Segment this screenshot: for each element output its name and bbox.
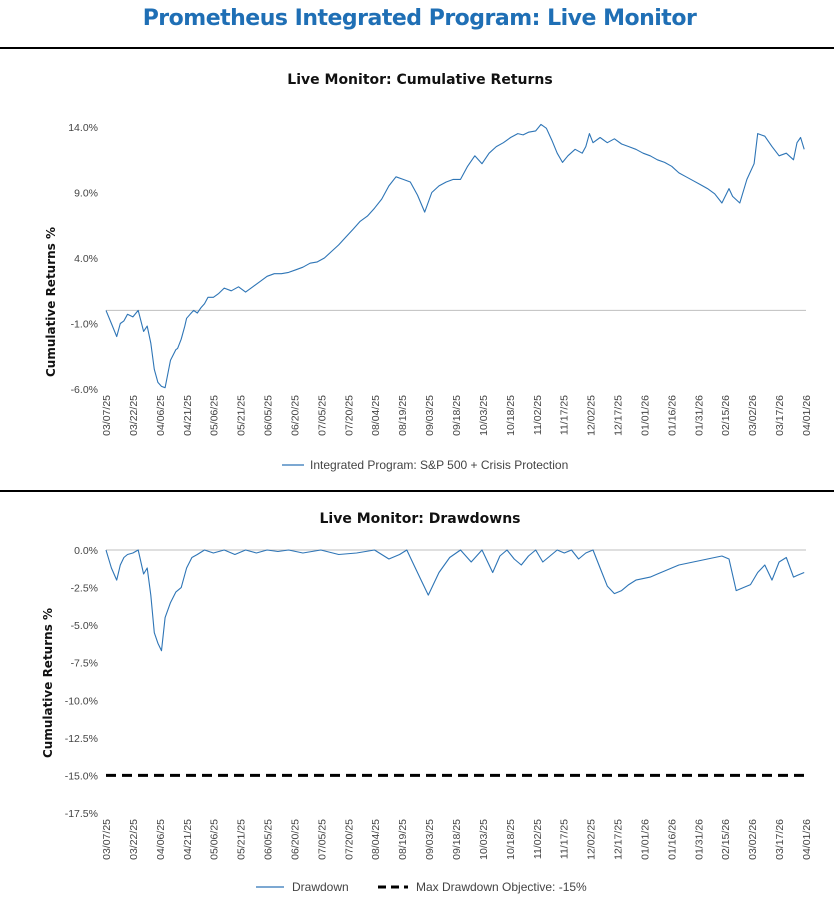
y-tick-label: -17.5% <box>65 808 98 820</box>
x-tick-label: 03/02/26 <box>747 819 759 860</box>
x-tick-label: 01/31/26 <box>693 819 705 860</box>
legend-label-objective: Max Drawdown Objective: -15% <box>416 880 587 894</box>
x-tick-label: 08/04/25 <box>370 395 382 436</box>
x-tick-label: 08/19/25 <box>397 819 409 860</box>
x-tick-label: 07/20/25 <box>343 819 355 860</box>
y-tick-label: -6.0% <box>71 384 98 396</box>
legend: Integrated Program: S&P 500 + Crisis Pro… <box>282 458 568 472</box>
y-tick-label: -2.5% <box>71 583 98 595</box>
y-axis-title: Cumulative Returns % <box>44 227 58 377</box>
x-tick-label: 04/21/25 <box>182 819 194 860</box>
y-tick-label: -12.5% <box>65 733 98 745</box>
x-tick-label: 10/18/25 <box>505 395 517 436</box>
x-tick-label: 06/05/25 <box>263 395 275 436</box>
y-tick-label: 9.0% <box>74 188 98 200</box>
x-tick-label: 12/17/25 <box>613 395 625 436</box>
x-tick-label: 08/19/25 <box>397 395 409 436</box>
x-tick-label: 10/03/25 <box>478 819 490 860</box>
x-tick-label: 04/06/25 <box>155 819 167 860</box>
y-tick-label: -1.0% <box>71 319 98 331</box>
x-tick-label: 03/02/26 <box>747 395 759 436</box>
cumulative-returns-chart: Live Monitor: Cumulative Returns Cumulat… <box>44 72 813 472</box>
x-tick-label: 05/21/25 <box>236 819 248 860</box>
chart-title: Live Monitor: Drawdowns <box>320 511 521 527</box>
y-tick-label: 14.0% <box>68 122 98 134</box>
x-tick-label: 05/21/25 <box>236 395 248 436</box>
x-tick-label: 04/01/26 <box>801 819 813 860</box>
x-tick-label: 03/22/25 <box>128 819 140 860</box>
page-title: Prometheus Integrated Program: Live Moni… <box>142 6 697 31</box>
x-tick-label: 08/04/25 <box>370 819 382 860</box>
x-tick-label: 12/17/25 <box>613 819 625 860</box>
x-tick-label: 12/02/25 <box>586 819 598 860</box>
legend-label-drawdown: Drawdown <box>292 880 349 894</box>
x-tick-label: 06/05/25 <box>263 819 275 860</box>
y-axis-title: Cumulative Returns % <box>41 608 55 758</box>
x-tick-label: 04/21/25 <box>182 395 194 436</box>
x-tick-label: 03/17/26 <box>774 395 786 436</box>
x-tick-label: 02/15/26 <box>720 395 732 436</box>
x-tick-label: 11/02/25 <box>532 819 544 859</box>
y-tick-label: -5.0% <box>71 620 98 632</box>
series-line-integrated-program <box>105 123 805 389</box>
x-tick-label: 11/17/25 <box>559 819 571 859</box>
x-tick-label: 01/31/26 <box>693 395 705 436</box>
x-tick-label: 03/07/25 <box>101 819 113 860</box>
x-tick-label: 03/17/26 <box>774 819 786 860</box>
legend-label: Integrated Program: S&P 500 + Crisis Pro… <box>310 458 568 472</box>
x-tick-label: 07/05/25 <box>316 819 328 860</box>
chart-title: Live Monitor: Cumulative Returns <box>287 72 552 88</box>
x-tick-label: 09/03/25 <box>424 395 436 436</box>
x-tick-label: 12/02/25 <box>586 395 598 436</box>
x-tick-label: 01/16/26 <box>666 395 678 436</box>
x-tick-label: 11/02/25 <box>532 395 544 435</box>
x-tick-label: 01/01/26 <box>639 395 651 436</box>
y-tick-label: -10.0% <box>65 695 98 707</box>
x-tick-label: 10/18/25 <box>505 819 517 860</box>
x-tick-label: 10/03/25 <box>478 395 490 436</box>
drawdowns-chart: Live Monitor: Drawdowns Cumulative Retur… <box>41 511 813 894</box>
x-tick-label: 06/20/25 <box>289 395 301 436</box>
x-tick-label: 03/22/25 <box>128 395 140 436</box>
x-tick-label: 02/15/26 <box>720 819 732 860</box>
x-tick-label: 09/03/25 <box>424 819 436 860</box>
x-tick-label: 06/20/25 <box>289 819 301 860</box>
x-tick-label: 03/07/25 <box>101 395 113 436</box>
x-tick-label: 09/18/25 <box>451 395 463 436</box>
x-tick-label: 11/17/25 <box>559 395 571 435</box>
x-tick-label: 07/20/25 <box>343 395 355 436</box>
x-tick-label: 05/06/25 <box>209 819 221 860</box>
y-tick-label: -15.0% <box>65 770 98 782</box>
series-line-drawdown <box>105 549 805 652</box>
section-divider <box>0 490 834 492</box>
x-tick-label: 01/16/26 <box>666 819 678 860</box>
x-tick-label: 09/18/25 <box>451 819 463 860</box>
y-tick-label: 4.0% <box>74 253 98 265</box>
x-tick-label: 01/01/26 <box>639 819 651 860</box>
x-tick-label: 07/05/25 <box>316 395 328 436</box>
legend: Drawdown Max Drawdown Objective: -15% <box>256 880 587 894</box>
title-divider <box>0 47 834 49</box>
x-tick-label: 04/06/25 <box>155 395 167 436</box>
y-tick-label: 0.0% <box>74 545 98 557</box>
y-tick-label: -7.5% <box>71 658 98 670</box>
x-tick-label: 04/01/26 <box>801 395 813 436</box>
x-tick-label: 05/06/25 <box>209 395 221 436</box>
